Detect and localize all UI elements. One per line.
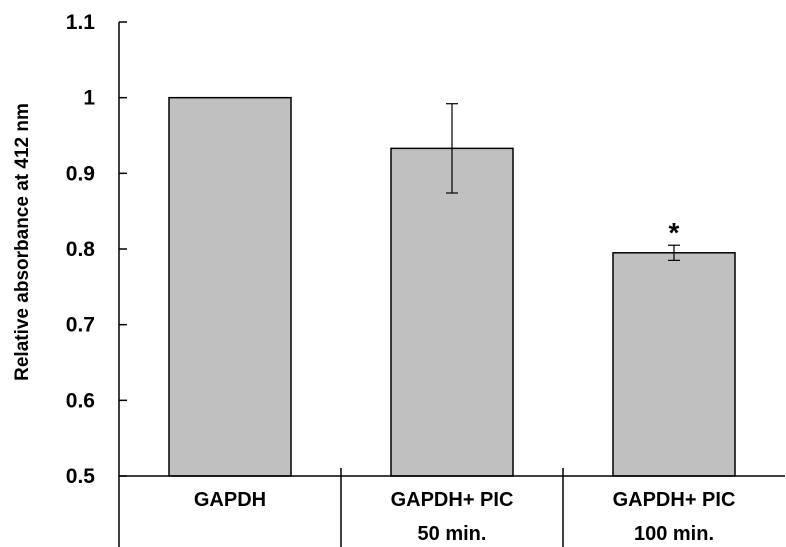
y-axis-title: Relative absorbance at 412 nm bbox=[12, 103, 33, 381]
x-axis: GAPDH GAPDH+ PIC 50 min. GAPDH+ PIC 100 min. bbox=[119, 468, 785, 547]
bar bbox=[168, 96, 292, 477]
significance-marker: * bbox=[669, 217, 680, 248]
y-tick-label: 0.9 bbox=[66, 162, 95, 185]
x-category-label: GAPDH+ PIC bbox=[391, 489, 514, 511]
x-category-label-line2: 50 min. bbox=[418, 523, 487, 545]
x-category-label: GAPDH+ PIC bbox=[613, 489, 736, 511]
bars: * bbox=[168, 96, 736, 477]
bar bbox=[612, 252, 736, 477]
y-tick-label: 0.5 bbox=[66, 465, 96, 488]
x-category-label-line2: 100 min. bbox=[634, 523, 714, 545]
y-tick-label: 1 bbox=[83, 87, 95, 110]
y-tick-label: 0.6 bbox=[66, 389, 95, 412]
x-category-label: GAPDH bbox=[194, 489, 266, 511]
y-tick-label: 0.8 bbox=[66, 238, 96, 261]
y-axis: 0.5 0.6 0.7 0.8 0.9 1 1.1 bbox=[66, 11, 127, 547]
bar bbox=[390, 147, 514, 477]
y-tick-label: 1.1 bbox=[66, 11, 96, 34]
y-tick-label: 0.7 bbox=[66, 314, 95, 337]
